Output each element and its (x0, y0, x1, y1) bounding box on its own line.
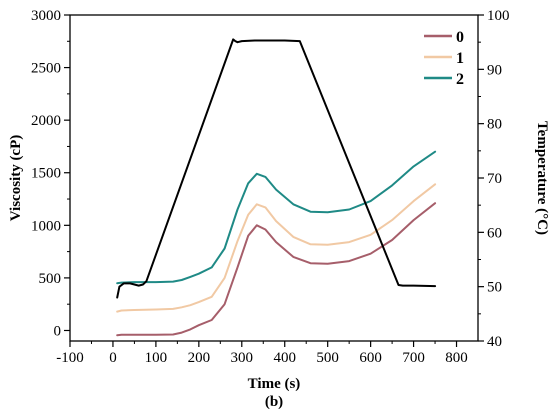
series-line-2 (116, 150, 437, 285)
y2-axis-label: Temperature (°C) (534, 121, 550, 235)
x-tick-label: -100 (56, 350, 84, 366)
y-tick-label: 0 (54, 323, 62, 339)
y-tick-label: 2000 (31, 113, 61, 129)
x-tick-label: 500 (316, 350, 339, 366)
y-tick-label: 3000 (31, 8, 61, 24)
legend-label: 2 (456, 71, 464, 88)
x-tick-label: 800 (445, 350, 468, 366)
y2-tick-label: 70 (487, 171, 502, 187)
y-tick-label: 1000 (31, 218, 61, 234)
x-axis-label: Time (s) (248, 376, 301, 392)
y2-tick-label: 60 (487, 225, 502, 241)
y-tick-label: 500 (39, 271, 62, 287)
plot-area (69, 14, 479, 342)
series-line-1 (116, 183, 437, 313)
x-tick-label: 200 (188, 350, 211, 366)
x-tick-label: 400 (273, 350, 296, 366)
y-tick-label: 2500 (31, 61, 61, 77)
series-line-temperature (116, 38, 437, 299)
x-tick-label: 300 (231, 350, 254, 366)
y2-tick-label: 50 (487, 280, 502, 296)
y-tick-label: 1500 (31, 166, 61, 182)
series-line-0 (116, 202, 437, 337)
x-tick-label: 0 (109, 350, 117, 366)
y2-tick-label: 40 (487, 334, 502, 350)
y2-tick-label: 100 (487, 8, 510, 24)
y-axis-label: Viscosity (cP) (8, 135, 24, 222)
axis-layer: -100 0 100 200 300 400 500 600 700 80005001000150… (31, 8, 510, 366)
legend: 0 1 2 (424, 29, 464, 88)
legend-label: 1 (456, 50, 464, 67)
y2-tick-label: 80 (487, 117, 502, 133)
y2-tick-label: 90 (487, 62, 502, 78)
series-layer (116, 38, 437, 337)
legend-label: 0 (456, 29, 464, 46)
x-tick-label: 100 (145, 350, 168, 366)
figure-caption: (b) (265, 394, 283, 410)
x-tick-label: 700 (402, 350, 425, 366)
x-tick-label: 600 (359, 350, 382, 366)
